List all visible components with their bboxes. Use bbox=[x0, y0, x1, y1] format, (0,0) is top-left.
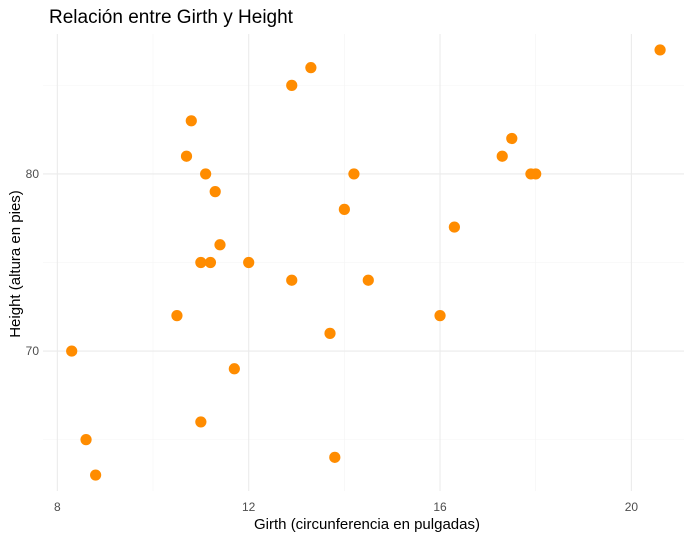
data-point bbox=[434, 310, 446, 322]
data-point bbox=[195, 416, 207, 428]
data-point bbox=[448, 221, 460, 233]
data-point bbox=[195, 256, 207, 269]
data-point bbox=[286, 274, 298, 286]
x-tick-label: 16 bbox=[433, 500, 447, 514]
data-point bbox=[530, 168, 542, 180]
y-tick-label: 80 bbox=[26, 167, 40, 181]
data-point bbox=[90, 469, 102, 481]
data-point bbox=[214, 239, 226, 251]
data-point bbox=[324, 327, 336, 339]
data-point bbox=[180, 150, 193, 162]
data-point bbox=[305, 62, 317, 74]
data-point bbox=[204, 256, 217, 269]
y-axis-title: Height (altura en pies) bbox=[7, 190, 24, 338]
x-tick-label: 20 bbox=[625, 500, 639, 514]
data-point bbox=[506, 132, 518, 145]
data-point bbox=[338, 203, 350, 215]
x-axis-title: Girth (circunferencia en pulgadas) bbox=[254, 516, 480, 533]
data-point bbox=[286, 79, 298, 91]
data-points bbox=[66, 44, 666, 481]
data-point bbox=[362, 274, 374, 286]
data-point bbox=[185, 115, 197, 127]
x-tick-label: 8 bbox=[54, 500, 61, 514]
data-point bbox=[66, 345, 78, 357]
y-tick-label: 70 bbox=[26, 344, 40, 358]
data-point bbox=[209, 186, 221, 198]
data-point bbox=[654, 44, 666, 56]
x-tick-label: 12 bbox=[242, 500, 256, 514]
tick-labels: 8 12 16 20 70 80 bbox=[26, 167, 639, 514]
data-point bbox=[171, 310, 183, 322]
data-point bbox=[228, 363, 240, 375]
data-point bbox=[80, 434, 92, 446]
data-point bbox=[329, 451, 341, 463]
chart-title: Relación entre Girth y Height bbox=[49, 7, 294, 28]
data-point bbox=[243, 256, 255, 269]
data-point bbox=[496, 150, 508, 162]
gridlines bbox=[43, 34, 684, 491]
data-point bbox=[200, 168, 212, 180]
data-point bbox=[348, 168, 360, 180]
